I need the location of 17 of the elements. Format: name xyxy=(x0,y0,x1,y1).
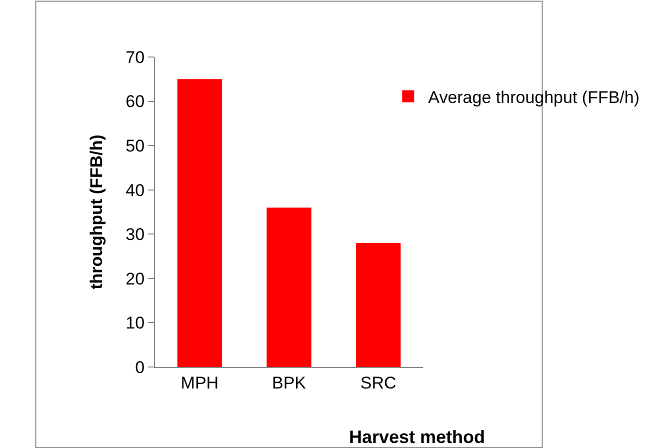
y-tick-label: 30 xyxy=(126,225,145,244)
y-tick-label: 20 xyxy=(126,269,145,288)
y-tick-label: 10 xyxy=(126,314,145,333)
x-axis-title: Harvest method xyxy=(349,427,486,447)
legend-label: Average throughput (FFB/h) xyxy=(428,88,640,107)
x-tick-label: BPK xyxy=(272,373,307,392)
y-tick-label: 0 xyxy=(135,358,145,377)
y-axis-title: throughput (FFB/h) xyxy=(87,134,106,290)
y-tick-label: 60 xyxy=(126,92,145,112)
x-tick-label: MPH xyxy=(180,373,219,392)
bar xyxy=(177,79,222,367)
y-tick-label: 50 xyxy=(126,136,145,156)
bar xyxy=(266,208,312,367)
bar xyxy=(356,243,401,367)
x-tick-label: SRC xyxy=(360,373,396,392)
y-tick-label: 40 xyxy=(126,180,145,200)
y-tick-label: 70 xyxy=(126,48,145,67)
